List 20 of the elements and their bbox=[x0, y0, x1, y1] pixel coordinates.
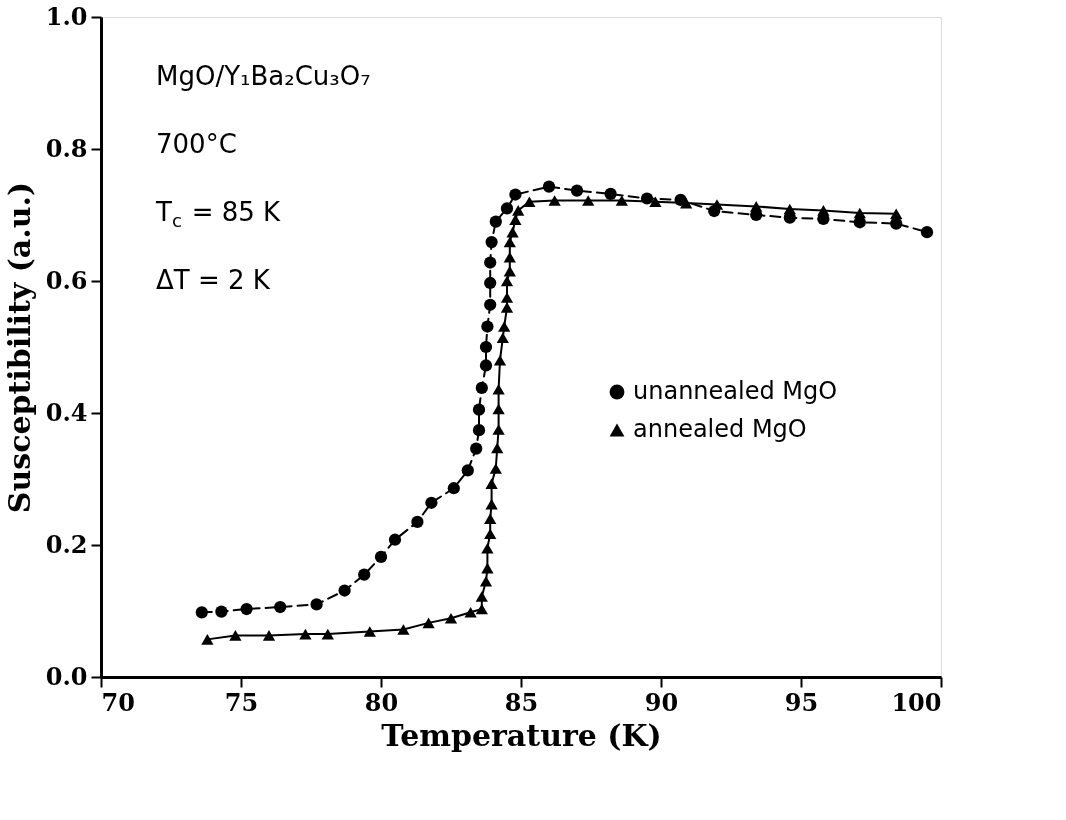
y-tick-label: 0.6 bbox=[45, 265, 88, 295]
y-tick-label: 0.2 bbox=[45, 529, 88, 559]
y-tick-label: 1.0 bbox=[45, 1, 88, 31]
y-tick-label: 0.8 bbox=[45, 133, 88, 163]
x-tick-label: 85 bbox=[504, 687, 539, 717]
x-tick-label: 90 bbox=[644, 687, 679, 717]
annotation: ΔT = 2 K bbox=[156, 265, 271, 295]
annotation: 700°C bbox=[156, 129, 237, 159]
y-tick-label: 0.0 bbox=[45, 661, 88, 691]
x-tick-label: 95 bbox=[784, 687, 819, 717]
y-tick-label: 0.4 bbox=[45, 397, 88, 427]
x-tick-label: 100 bbox=[891, 687, 942, 717]
legend-label: annealed MgO bbox=[633, 415, 807, 443]
x-tick-label: 70 bbox=[101, 687, 135, 717]
y-axis-title: Susceptibility (a.u.) bbox=[1, 181, 37, 514]
legend-label: unannealed MgO bbox=[633, 377, 838, 405]
x-tick-label: 80 bbox=[364, 687, 399, 717]
x-axis-title: Temperature (K) bbox=[381, 717, 662, 753]
annotation: MgO/Y₁Ba₂Cu₃O₇ bbox=[156, 61, 371, 91]
x-tick-label: 75 bbox=[224, 687, 259, 717]
